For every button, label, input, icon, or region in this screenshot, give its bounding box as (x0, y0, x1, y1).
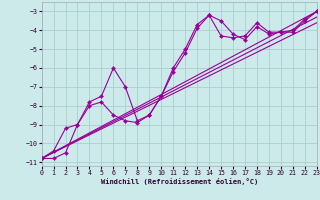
X-axis label: Windchill (Refroidissement éolien,°C): Windchill (Refroidissement éolien,°C) (100, 178, 258, 185)
